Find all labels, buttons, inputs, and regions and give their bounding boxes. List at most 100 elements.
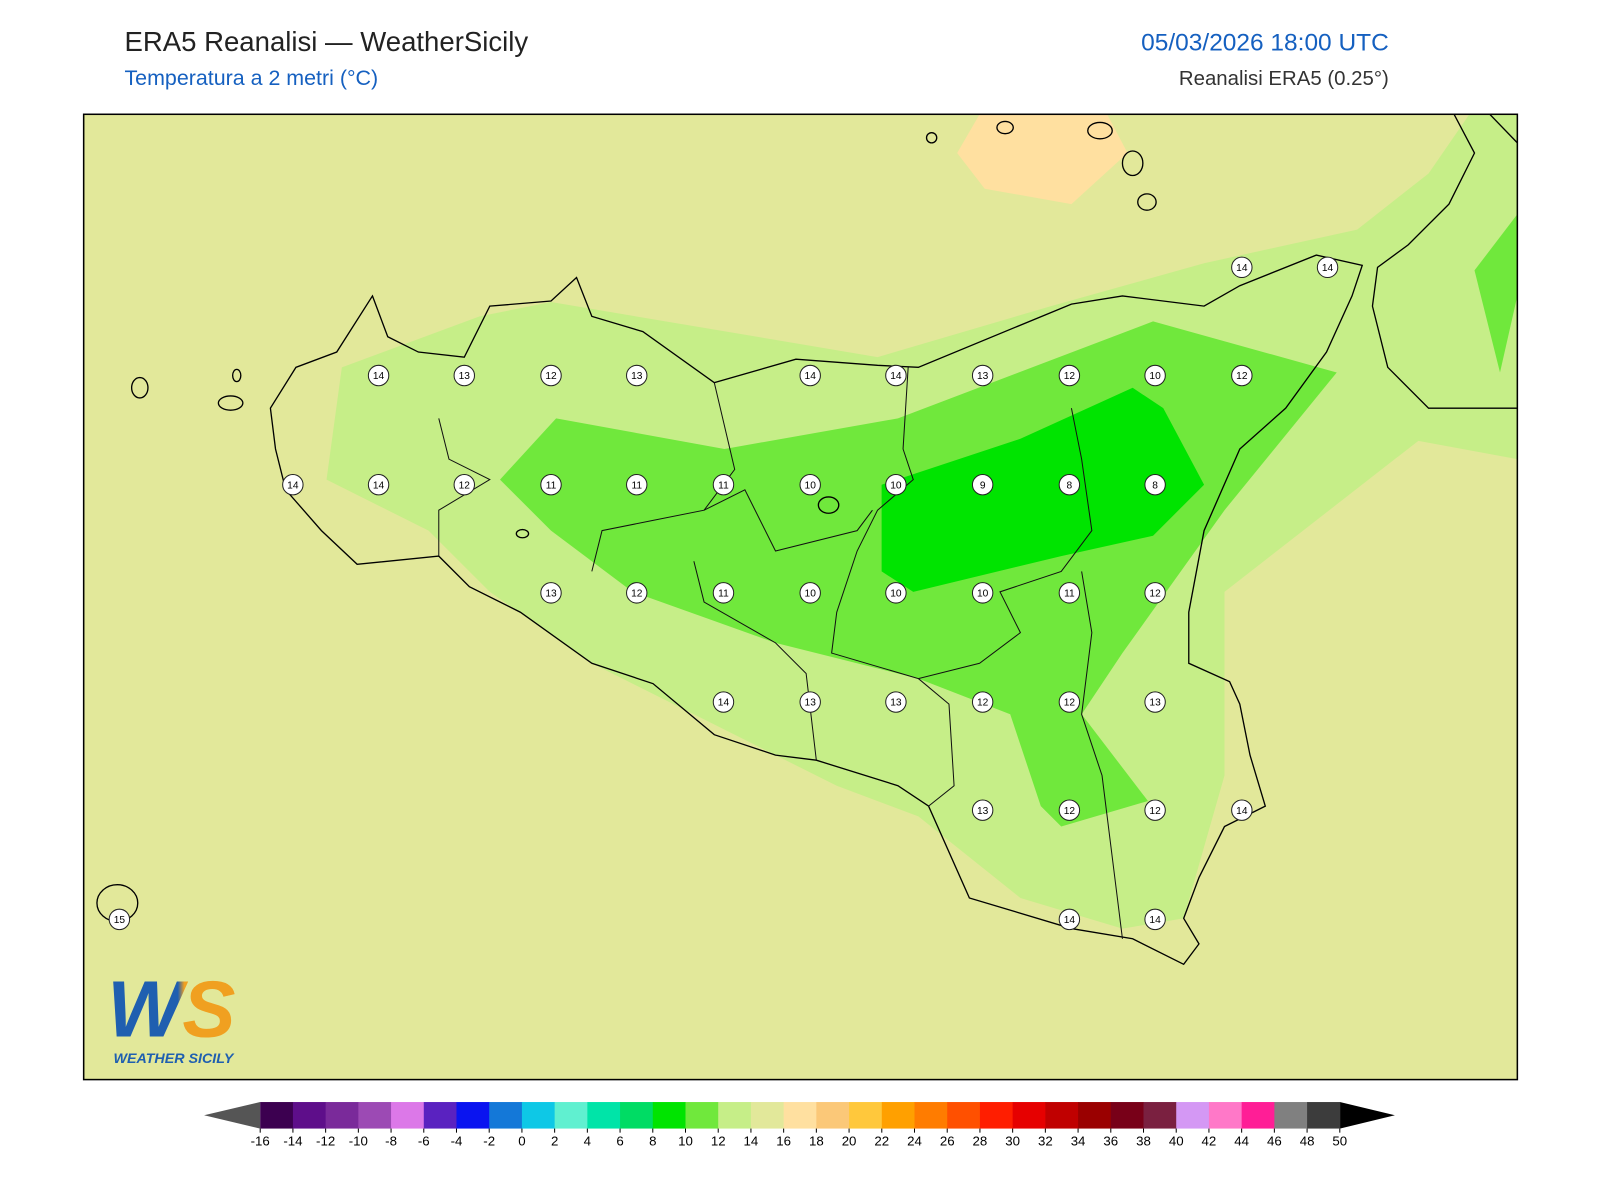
- colorbar-tick-label: 18: [809, 1133, 824, 1148]
- station-marker: [540, 473, 562, 496]
- logo-mark: WS: [107, 964, 235, 1053]
- colorbar-bin: [1274, 1102, 1308, 1129]
- station-marker: [799, 473, 821, 496]
- colorbar-bin: [358, 1102, 392, 1129]
- colorbar-tick-label: -2: [483, 1133, 495, 1148]
- colorbar-under: [204, 1102, 261, 1129]
- station-marker: [885, 691, 907, 713]
- colorbar-tick-label: -10: [349, 1133, 368, 1148]
- island-coast: [1121, 150, 1144, 177]
- station-marker: [1144, 473, 1166, 496]
- colorbar-tick-label: 16: [776, 1133, 791, 1148]
- station-value: 14: [1236, 806, 1248, 817]
- station-value: 13: [545, 589, 557, 600]
- station-marker: [1231, 364, 1253, 387]
- colorbar-bin: [292, 1102, 327, 1129]
- datetime: 05/03/2026 18:00 UTC: [1141, 29, 1389, 56]
- colorbar-bin: [325, 1102, 359, 1129]
- colorbar-bin: [750, 1102, 785, 1129]
- colorbar-bin: [521, 1102, 556, 1129]
- field-8-10: [881, 387, 1205, 592]
- colorbar-bin: [423, 1102, 458, 1129]
- station-value: 12: [1064, 371, 1076, 382]
- station-marker: [626, 364, 648, 387]
- colorbar-bin: [947, 1102, 981, 1129]
- station-value: 13: [805, 698, 817, 709]
- station-marker: [1058, 908, 1081, 931]
- colorbar-bin: [1045, 1102, 1079, 1129]
- colorbar-bin: [816, 1102, 850, 1129]
- station-marker: [367, 473, 390, 496]
- station-value: 8: [1152, 480, 1158, 491]
- station-value: 10: [805, 589, 817, 600]
- station-value: 14: [373, 371, 385, 382]
- island-coast: [1137, 193, 1157, 211]
- colorbar-tick-label: -4: [451, 1133, 463, 1148]
- station-marker: [712, 691, 735, 713]
- subtitle: Temperatura a 2 metri (°C): [124, 66, 378, 90]
- station-marker: [1144, 691, 1166, 713]
- station-value: 15: [114, 915, 126, 926]
- station-value: 12: [1064, 806, 1076, 817]
- colorbar-tick-label: 50: [1332, 1133, 1347, 1148]
- station-value: 8: [1067, 480, 1073, 491]
- station-value: 11: [1064, 589, 1075, 600]
- province-border: [918, 678, 955, 807]
- station-value: 11: [718, 589, 729, 600]
- source: Reanalisi ERA5 (0.25°): [1179, 68, 1389, 90]
- station-marker: [1144, 799, 1166, 821]
- colorbar-tick-label: 34: [1071, 1133, 1086, 1148]
- colorbar-bin: [1078, 1102, 1112, 1129]
- calabria-coast: [1371, 114, 1518, 409]
- colorbar-bin: [1241, 1102, 1275, 1129]
- island-coast: [817, 496, 840, 514]
- colorbar-tick-label: 30: [1005, 1133, 1020, 1148]
- colorbar-tick-label: 0: [518, 1133, 525, 1148]
- sicily-coast: [269, 254, 1364, 966]
- colorbar-bin: [1110, 1102, 1145, 1129]
- colorbar-tick-label: 10: [678, 1133, 693, 1148]
- station-marker: [1058, 473, 1081, 496]
- colorbar-bin: [783, 1102, 817, 1129]
- colorbar-bin: [685, 1102, 719, 1129]
- station-value: 14: [890, 371, 902, 382]
- colorbar-tick-label: 42: [1202, 1133, 1217, 1148]
- station-value: 10: [890, 589, 902, 600]
- station-value: 14: [1236, 263, 1248, 274]
- colorbar-tick-label: 46: [1267, 1133, 1282, 1148]
- station-marker: [1058, 799, 1081, 821]
- station-value: 10: [805, 480, 817, 491]
- colorbar-bin: [587, 1102, 621, 1129]
- station-value: 10: [977, 589, 989, 600]
- station-marker: [1144, 582, 1166, 604]
- station-marker: [971, 473, 994, 496]
- station-value: 14: [373, 480, 385, 491]
- colorbar-bin: [849, 1102, 883, 1129]
- station-marker: [453, 473, 475, 496]
- colorbar-tick-label: 8: [649, 1133, 656, 1148]
- station-value: 9: [980, 480, 986, 491]
- province-border: [1081, 571, 1123, 939]
- colorbar-bin: [1208, 1102, 1243, 1129]
- station-value: 10: [1149, 371, 1161, 382]
- station-marker: [1231, 799, 1253, 821]
- colorbar-tick-label: -14: [283, 1133, 302, 1148]
- colorbar-bin: [554, 1102, 588, 1129]
- station-marker: [367, 364, 390, 387]
- station-value: 14: [1149, 915, 1161, 926]
- colorbar-tick-label: 44: [1234, 1133, 1249, 1148]
- station-marker: [799, 691, 821, 713]
- station-marker: [1231, 256, 1253, 279]
- colorbar-tick-label: -16: [251, 1133, 270, 1148]
- station-value: 14: [1064, 915, 1076, 926]
- colorbar-tick-label: 12: [711, 1133, 726, 1148]
- station-value: 13: [459, 371, 471, 382]
- colorbar-bin: [260, 1102, 294, 1129]
- station-value: 12: [631, 589, 643, 600]
- colorbar-tick-label: 22: [874, 1133, 889, 1148]
- station-marker: [626, 582, 648, 604]
- island-coast: [130, 376, 149, 399]
- colorbar-bin: [881, 1102, 916, 1129]
- station-value: 13: [1149, 698, 1161, 709]
- island-coast: [925, 131, 938, 144]
